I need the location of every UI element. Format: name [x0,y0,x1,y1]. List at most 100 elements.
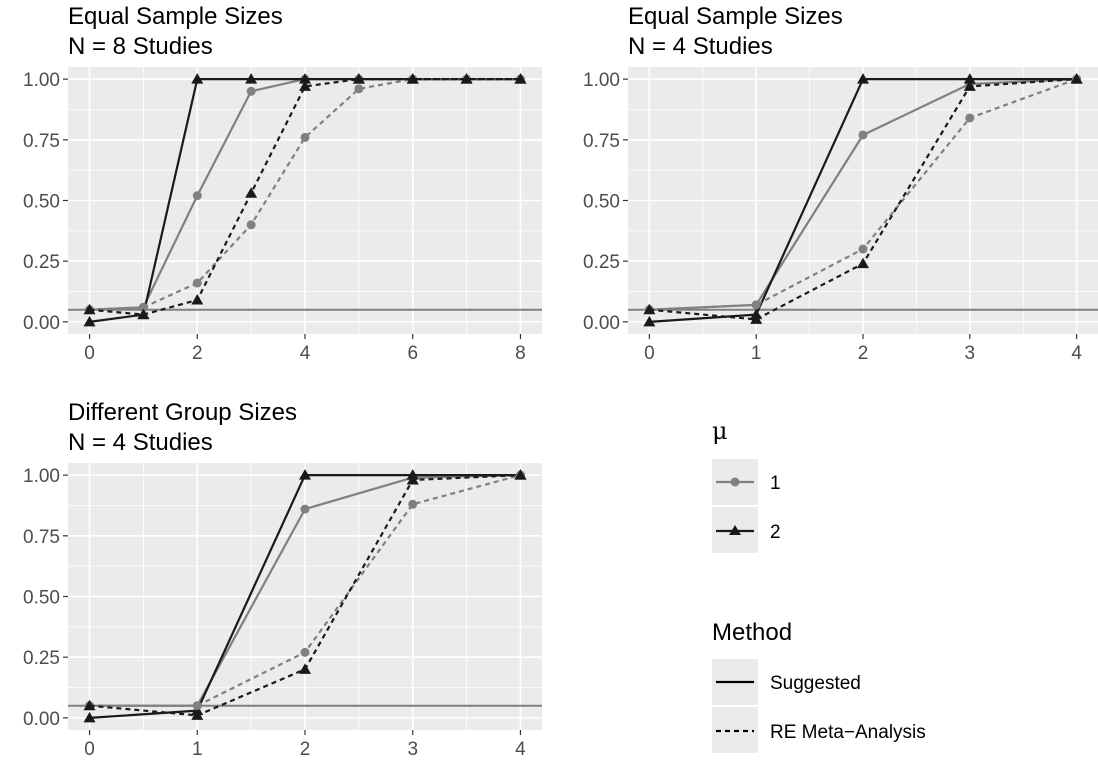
legend-label: 1 [770,473,781,494]
y-tick-label: 0.75 [23,527,60,548]
x-tick-label: 3 [965,343,976,364]
gridlines [628,67,1098,334]
data-point-triangle [857,73,869,84]
data-point-circle [192,701,202,711]
x-tick-label: 4 [515,739,526,760]
panel-equal-4: Equal Sample Sizes N = 4 Studies 0 1 2 3 4 0.… [583,3,1098,364]
data-point-circle [354,84,364,94]
data-point-triangle [750,313,763,324]
axis-ticks: 0 2 4 6 8 0.00 0.25 0.50 0.75 1.00 [23,70,526,364]
x-tick-label: 4 [300,343,311,364]
x-tick-label: 1 [751,343,762,364]
data-point-triangle [137,308,150,320]
data-point-circle [246,86,256,96]
data-point-triangle [857,257,869,269]
legend-point-circle [730,477,740,487]
data-point-triangle [299,80,311,91]
data-point-triangle [963,80,976,91]
legend-method-item-suggested: Suggested [712,659,861,705]
data-point-triangle [191,73,204,84]
data-point-circle [965,113,975,123]
legend-method-item-re: RE Meta−Analysis [712,707,926,753]
data-point-circle [408,499,418,509]
axis-ticks: 0 1 2 3 4 0.00 0.25 0.50 0.75 1.00 [583,70,1082,364]
panel-title-line1: Different Group Sizes [68,399,297,426]
data-point-triangle [83,303,96,315]
data-point-triangle [406,73,419,84]
x-tick-label: 6 [407,343,418,364]
data-point-triangle [352,73,365,84]
legend-mu-title: μ [712,417,728,445]
data-point-triangle [245,187,258,198]
y-tick-label: 0.00 [23,313,60,334]
y-tick-label: 0.25 [23,252,60,273]
y-tick-label: 1.00 [23,70,60,91]
y-tick-label: 1.00 [23,466,60,487]
y-tick-label: 0.75 [583,131,620,152]
data-point-triangle [191,294,204,305]
x-tick-label: 0 [84,739,95,760]
data-point-triangle [460,73,473,84]
x-tick-label: 4 [1071,343,1082,364]
data-series [643,73,1083,327]
y-tick-label: 0.50 [583,192,620,213]
data-point-triangle [643,315,656,327]
data-point-circle [192,278,202,288]
data-point-triangle [514,73,527,84]
legend: μ 1 2 Method Suggested RE Meta−Analysis [712,417,926,753]
y-tick-label: 0.25 [583,252,620,273]
legend-mu-item-1: 1 [712,459,781,505]
x-tick-label: 1 [192,739,203,760]
data-point-triangle [406,473,419,485]
axis-ticks: 0 1 2 3 4 0.00 0.25 0.50 0.75 1.00 [23,466,526,760]
x-tick-label: 2 [858,343,869,364]
data-point-triangle [83,315,96,327]
data-point-triangle [963,73,976,84]
series-line-mu1-re [89,77,521,311]
data-point-triangle [83,711,96,723]
gridlines [68,67,542,334]
data-point-triangle [83,699,96,711]
data-point-circle [751,300,761,310]
data-point-triangle [514,469,527,480]
y-tick-label: 0.00 [23,709,60,730]
data-point-circle [858,244,868,254]
y-tick-label: 1.00 [583,70,620,91]
data-point-triangle [191,709,204,720]
data-point-triangle [299,73,311,84]
data-point-triangle [299,469,311,480]
y-tick-label: 0.25 [23,648,60,669]
data-point-triangle [299,663,311,674]
data-point-circle [246,220,256,230]
legend-label: RE Meta−Analysis [770,722,926,743]
legend-label: Suggested [770,673,861,694]
x-tick-label: 2 [300,739,311,760]
series-line-mu2-re [89,77,521,316]
data-point-triangle [643,303,656,315]
data-point-circle [300,132,310,142]
y-tick-label: 0.50 [23,192,60,213]
legend-label: 2 [770,522,781,543]
legend-mu-item-2: 2 [712,507,781,553]
data-point-circle [192,191,202,201]
panel-title-line2: N = 4 Studies [68,429,213,456]
panel-title-line1: Equal Sample Sizes [68,3,283,30]
panel-different-4: Different Group Sizes N = 4 Studies 0 1 2 3… [23,399,542,760]
legend-method-title: Method [712,619,792,646]
x-tick-label: 3 [407,739,418,760]
panel-title-line1: Equal Sample Sizes [628,3,843,30]
data-series [83,469,527,723]
x-tick-label: 0 [84,343,95,364]
panel-equal-8: Equal Sample Sizes N = 8 Studies 0 2 4 6 8 0.… [23,3,542,364]
legend-point-triangle [729,525,741,535]
y-tick-label: 0.50 [23,588,60,609]
data-series [83,73,527,327]
data-point-circle [300,647,310,657]
data-point-triangle [1070,73,1083,84]
data-point-circle [858,130,868,140]
data-point-triangle [245,73,258,84]
data-point-circle [300,504,310,514]
x-tick-label: 0 [644,343,655,364]
panel-title-line2: N = 8 Studies [68,33,213,60]
